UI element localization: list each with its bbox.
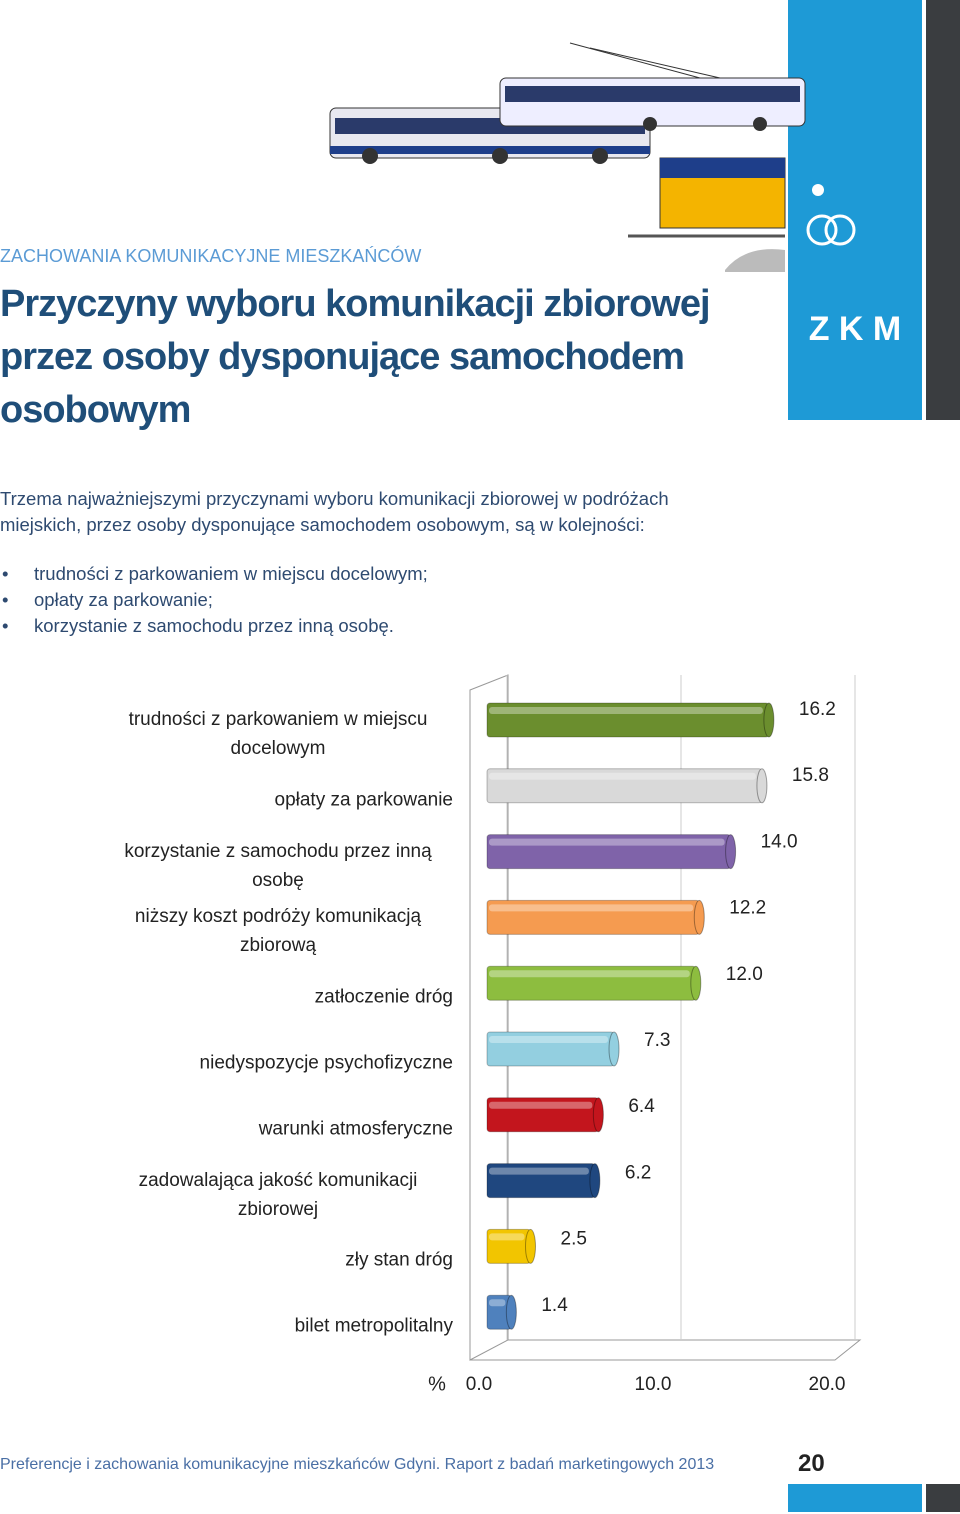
value-label: 2.5	[561, 1229, 587, 1250]
x-tick-label: 10.0	[635, 1374, 672, 1395]
bullet-dot: •	[2, 563, 9, 584]
category-label: niedyspozycje psychofizyczne	[199, 1052, 453, 1074]
category-label: opłaty za parkowanie	[274, 789, 454, 811]
page-number: 20	[798, 1450, 825, 1477]
bar-cap	[690, 965, 702, 1001]
category-label: niższy koszt podróży komunikacją zbiorow…	[134, 906, 422, 957]
axis-floor	[470, 1339, 862, 1361]
side-band	[788, 0, 922, 420]
bullet-text: opłaty za parkowanie;	[34, 589, 213, 610]
x-tick-label: 0.0	[466, 1374, 492, 1395]
footer-text: Preferencje i zachowania komunikacyjne m…	[0, 1456, 715, 1473]
category-label: zły stan dróg	[345, 1249, 453, 1271]
bar-highlight	[489, 772, 756, 780]
value-label: 6.4	[628, 1096, 655, 1117]
bar-cap	[693, 899, 705, 935]
footer-strip	[926, 1484, 960, 1512]
bar-cap	[505, 1294, 517, 1330]
value-label: 12.0	[726, 964, 763, 985]
chart: % 0.0 10.0 20.0 16.2 15.8 14.0 12.2 12.0 7.3 6.4 6…	[428, 674, 862, 1395]
bar-highlight	[489, 1233, 525, 1241]
bar-cap	[756, 768, 768, 804]
value-label: 14.0	[761, 831, 798, 852]
vehicles	[329, 42, 856, 272]
value-label: 1.4	[541, 1295, 568, 1316]
side-strip	[926, 0, 960, 420]
bar-highlight	[489, 1167, 589, 1175]
value-label: 15.8	[792, 765, 829, 786]
bullet-text: trudności z parkowaniem w miejscu docelo…	[34, 563, 428, 584]
footer-band	[788, 1484, 922, 1512]
x-axis-label: %	[428, 1373, 446, 1395]
category-label: warunki atmosferyczne	[258, 1118, 453, 1140]
bar-cap	[525, 1228, 536, 1264]
bar-cap	[608, 1031, 620, 1067]
category-label: zatłoczenie dróg	[314, 986, 453, 1008]
bar-cap	[763, 702, 775, 738]
bullet-dot: •	[2, 589, 9, 610]
bar-highlight	[489, 707, 763, 714]
bar-highlight	[489, 838, 725, 846]
bar-cap	[725, 834, 737, 870]
section-heading: ZACHOWANIA KOMUNIKACYJNE MIESZKAŃCÓW	[0, 246, 422, 266]
value-label: 7.3	[644, 1030, 670, 1051]
bar-highlight	[489, 1036, 609, 1043]
bar-highlight	[489, 1299, 506, 1307]
bullet-text: korzystanie z samochodu przez inną osobę…	[34, 615, 394, 636]
intro-text: Trzema najważniejszymi przyczynami wybor…	[0, 488, 669, 535]
category-label: bilet metropolitalny	[294, 1315, 453, 1337]
bar-highlight	[489, 1101, 593, 1109]
value-label: 6.2	[625, 1162, 651, 1183]
bar-highlight	[489, 904, 694, 912]
bar-highlight	[489, 970, 690, 978]
value-label: 16.2	[799, 699, 836, 720]
bar-cap	[589, 1163, 601, 1199]
category-label: zadowalająca jakość komunikacji zbiorowe…	[138, 1169, 418, 1220]
bar-cap	[592, 1097, 604, 1133]
bullet-dot: •	[2, 615, 9, 636]
category-label: trudności z parkowaniem w miejscu docelo…	[128, 709, 428, 759]
page-title: Przyczyny wyboru komunikacji zbiorowej p…	[0, 283, 711, 431]
logo: Z K M	[809, 310, 902, 348]
category-label: korzystanie z samochodu przez inną osobę	[124, 840, 432, 891]
value-label: 12.2	[729, 898, 766, 919]
x-tick-label: 20.0	[809, 1374, 846, 1395]
